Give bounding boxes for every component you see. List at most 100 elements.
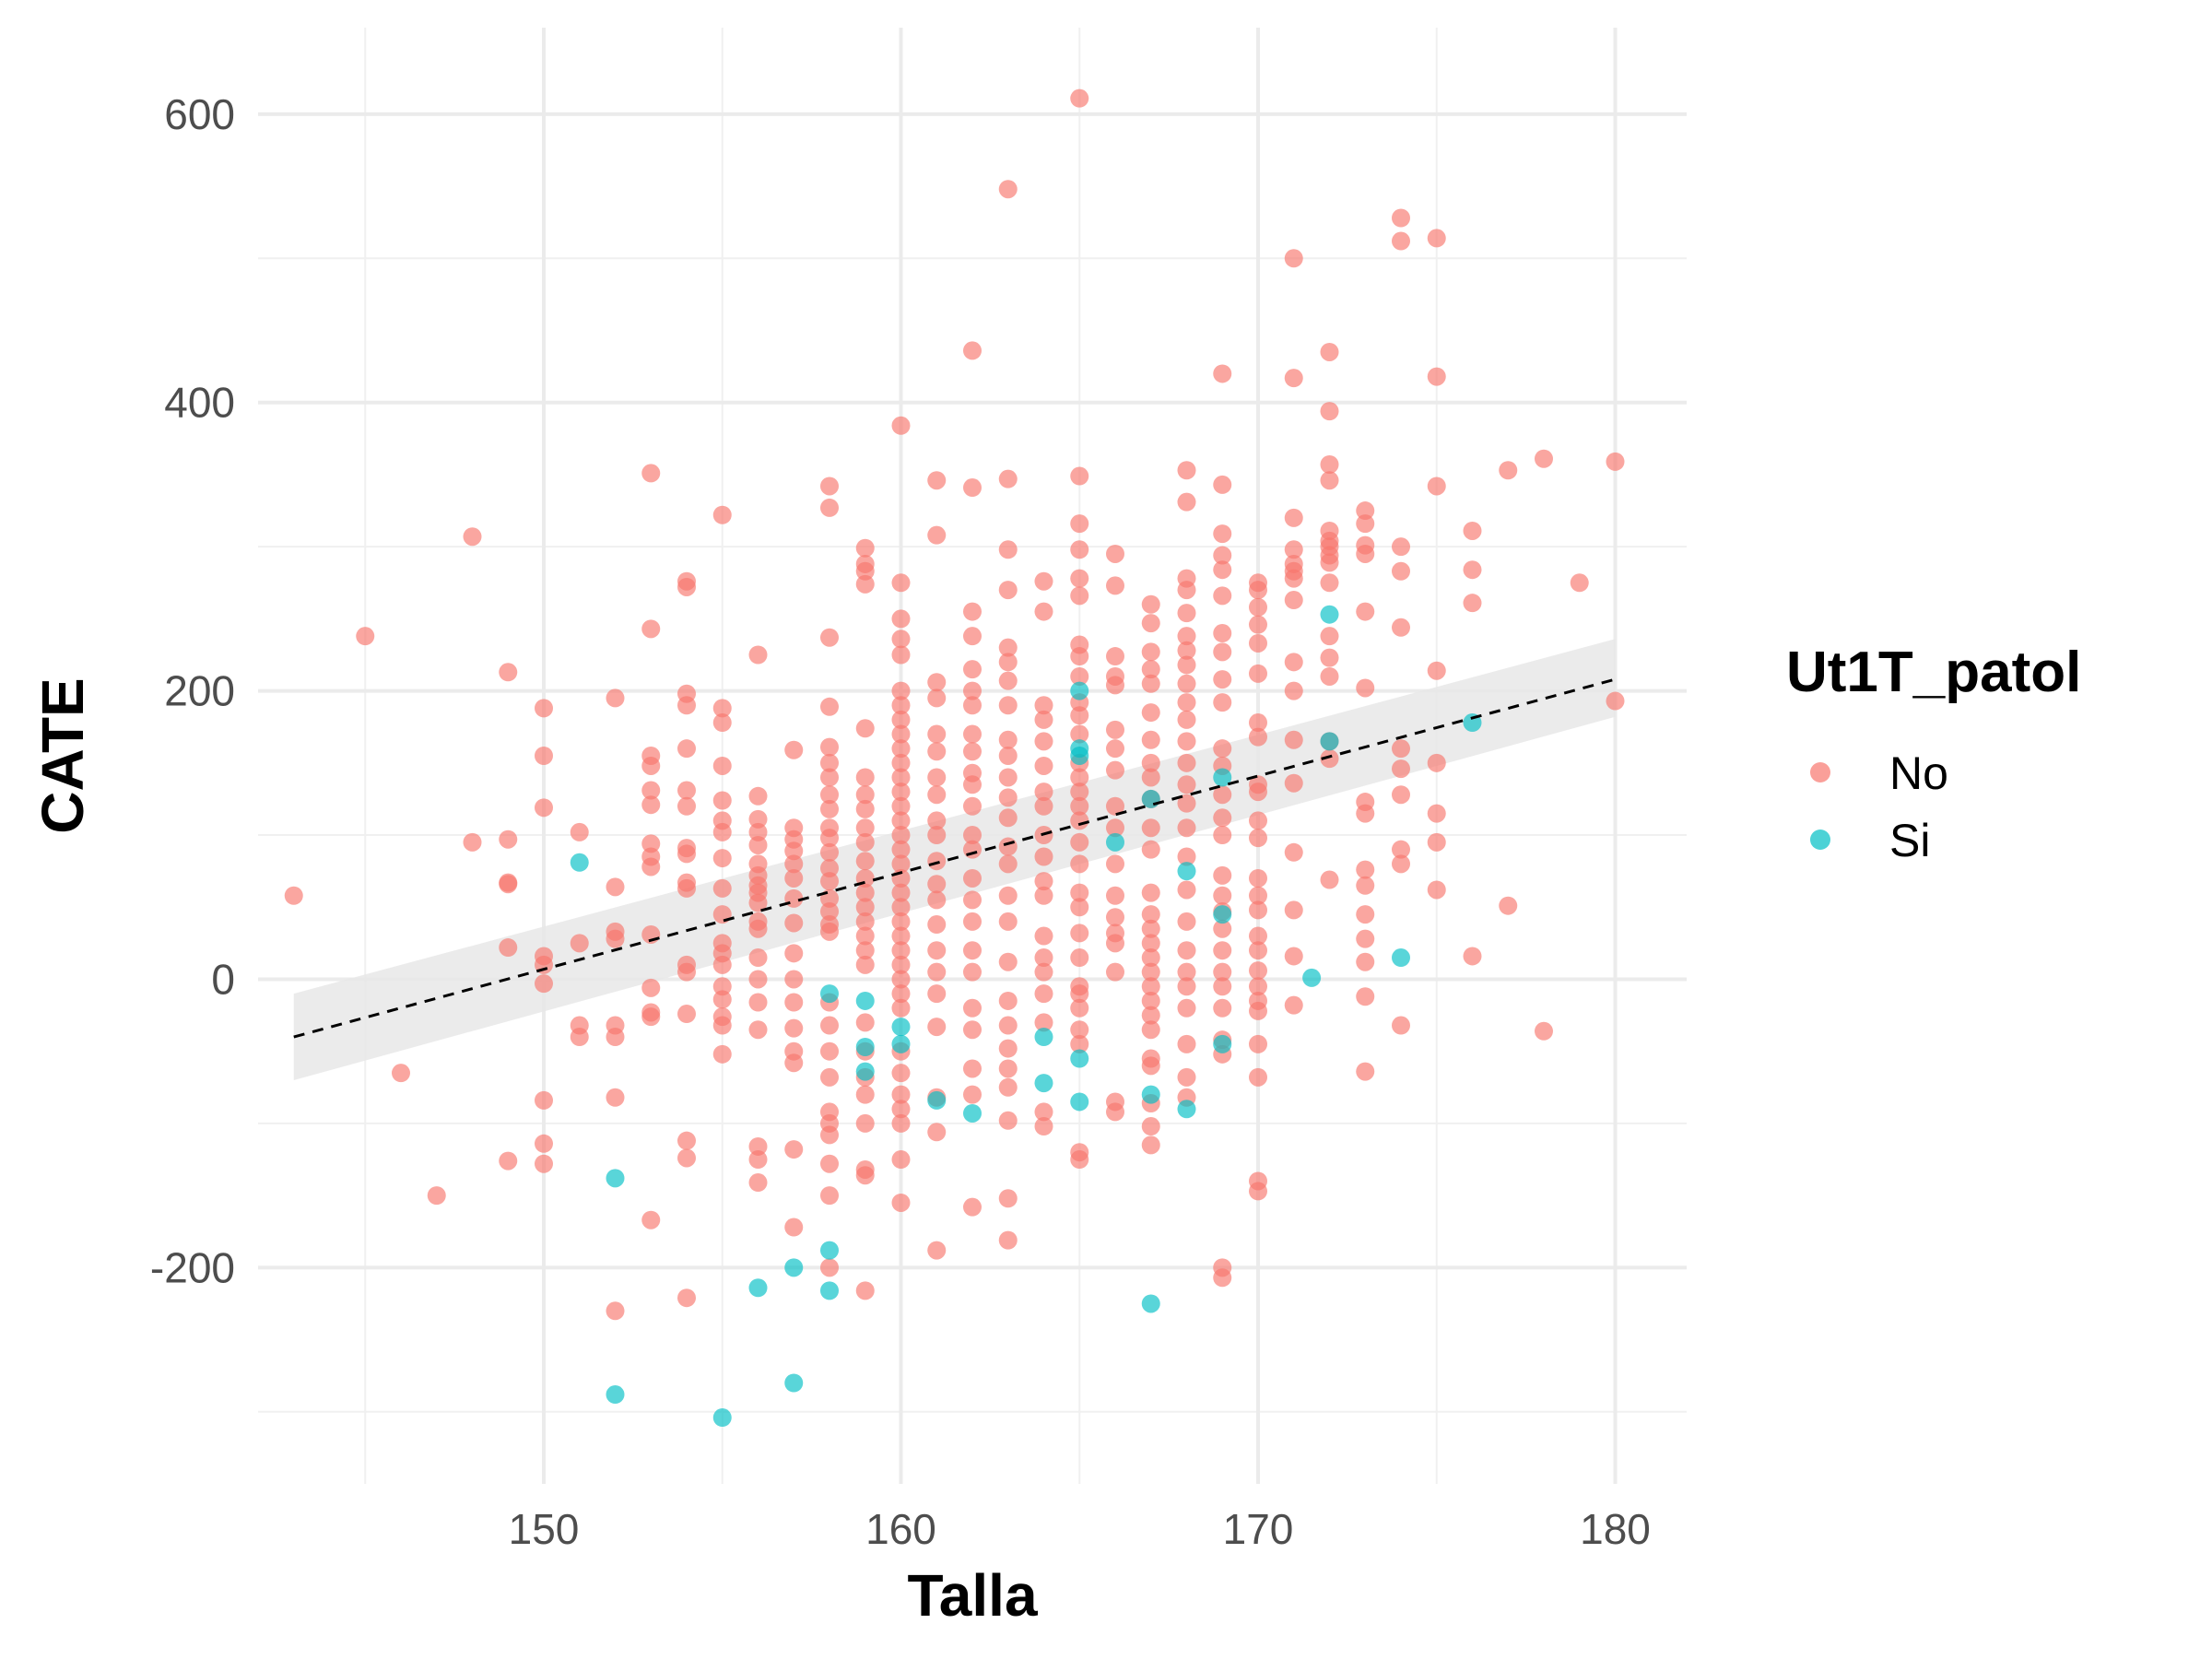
data-point-no: [641, 756, 661, 775]
data-point-no: [1249, 977, 1267, 996]
data-point-si: [1141, 1085, 1160, 1104]
data-point-si: [1213, 768, 1232, 787]
data-point-no: [891, 826, 911, 845]
data-point-no: [855, 926, 875, 946]
data-point-no: [820, 842, 839, 862]
data-point-no: [891, 955, 911, 974]
data-point-no: [855, 883, 875, 902]
data-point-no: [1284, 569, 1303, 588]
data-point-no: [998, 991, 1018, 1010]
data-point-no: [784, 841, 804, 861]
data-point-no: [641, 978, 661, 997]
data-point-no: [1427, 753, 1446, 772]
data-point-no: [1070, 984, 1089, 1004]
data-point-no: [1392, 785, 1410, 805]
data-point-no: [963, 912, 982, 931]
data-point-si: [963, 1103, 982, 1123]
data-point-no: [1141, 934, 1160, 953]
data-point-no: [427, 1186, 446, 1206]
data-point-no: [891, 1193, 911, 1212]
data-point-no: [1141, 753, 1160, 772]
data-point-no: [1034, 732, 1053, 751]
data-point-no: [927, 1241, 947, 1260]
data-point-no: [1141, 594, 1160, 614]
data-point-no: [891, 998, 911, 1018]
data-point-no: [1284, 773, 1303, 793]
data-point-no: [677, 796, 696, 816]
data-point-no: [1356, 514, 1375, 534]
data-point-no: [1070, 586, 1089, 606]
data-point-no: [891, 629, 911, 649]
data-point-no: [891, 573, 911, 593]
data-point-si: [855, 1038, 875, 1056]
data-point-no: [1213, 919, 1232, 938]
data-point-no: [1106, 760, 1124, 780]
data-point-no: [1106, 962, 1124, 982]
data-point-no: [855, 538, 875, 558]
data-point-no: [1034, 886, 1053, 905]
data-point-si: [606, 1169, 625, 1188]
data-point-no: [1141, 840, 1160, 859]
data-point-si: [1302, 968, 1322, 987]
data-point-no: [1249, 581, 1267, 600]
data-point-no: [1141, 1056, 1160, 1076]
data-point-no: [891, 854, 911, 874]
data-point-no: [1070, 647, 1089, 666]
data-point-no: [963, 1197, 982, 1217]
data-point-no: [641, 1007, 661, 1027]
data-point-no: [784, 1018, 804, 1038]
data-point-no: [784, 993, 804, 1012]
data-point-no: [712, 849, 732, 868]
data-point-no: [1070, 796, 1089, 816]
data-point-no: [927, 1123, 947, 1142]
data-point-no: [1213, 586, 1232, 606]
data-point-no: [712, 977, 732, 996]
data-point-no: [748, 948, 768, 968]
y-tick-label: 0: [211, 955, 235, 1003]
data-point-no: [1427, 229, 1446, 248]
data-point-no: [927, 962, 947, 982]
data-point-no: [1034, 926, 1053, 946]
data-point-no: [748, 1020, 768, 1040]
data-point-no: [1213, 941, 1232, 960]
data-point-no: [677, 1131, 696, 1150]
data-point-no: [891, 416, 911, 435]
data-point-no: [998, 837, 1018, 856]
data-point-no: [998, 653, 1018, 672]
data-point-no: [1427, 880, 1446, 900]
data-point-no: [1284, 653, 1303, 672]
data-point-no: [855, 852, 875, 871]
data-point-no: [998, 671, 1018, 690]
data-point-no: [820, 737, 839, 757]
data-point-no: [998, 747, 1018, 765]
data-point-no: [1141, 730, 1160, 749]
data-point-no: [998, 854, 1018, 874]
data-point-no: [1320, 648, 1339, 667]
data-point-no: [356, 627, 375, 646]
data-point-no: [606, 877, 625, 897]
y-tick-label: 400: [164, 379, 235, 427]
data-point-no: [1141, 818, 1160, 838]
data-point-no: [1320, 749, 1339, 769]
data-point-no: [499, 875, 518, 894]
data-point-no: [606, 929, 625, 948]
data-point-no: [1213, 364, 1232, 383]
legend-label-si: Si: [1889, 815, 1930, 866]
data-point-no: [1356, 544, 1375, 563]
data-point-no: [891, 984, 911, 1004]
data-point-no: [820, 1186, 839, 1206]
data-point-no: [1177, 998, 1196, 1018]
data-point-no: [1249, 886, 1267, 905]
data-point-no: [1106, 1102, 1124, 1122]
data-points: [284, 88, 1625, 1428]
data-point-no: [1034, 984, 1053, 1004]
data-point-no: [499, 830, 518, 849]
data-point-no: [1177, 962, 1196, 982]
data-point-no: [1177, 941, 1196, 960]
data-point-no: [1141, 674, 1160, 693]
data-point-no: [1034, 948, 1053, 968]
data-point-no: [1213, 624, 1232, 643]
data-point-no: [1141, 991, 1160, 1010]
data-point-no: [855, 785, 875, 805]
